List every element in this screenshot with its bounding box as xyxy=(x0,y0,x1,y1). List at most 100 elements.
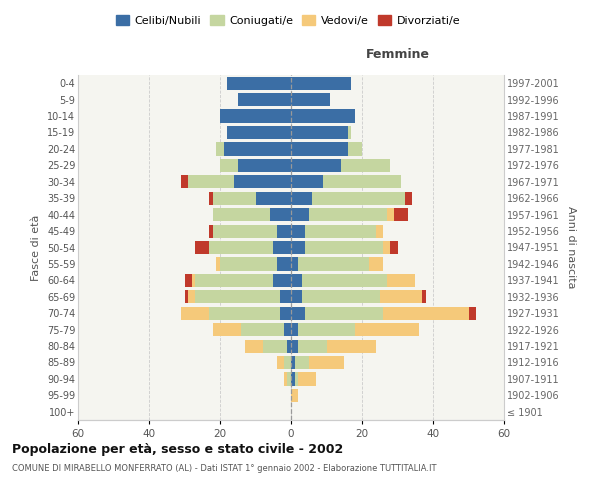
Bar xyxy=(241,323,284,336)
Bar xyxy=(387,208,394,221)
Bar xyxy=(380,290,422,304)
Bar xyxy=(195,290,280,304)
Bar xyxy=(291,208,309,221)
Bar xyxy=(291,192,313,205)
Bar xyxy=(291,290,302,304)
Bar xyxy=(313,192,404,205)
Bar xyxy=(277,258,291,270)
Bar xyxy=(391,241,398,254)
Bar xyxy=(348,142,362,156)
Bar xyxy=(295,356,309,369)
Y-axis label: Fasce di età: Fasce di età xyxy=(31,214,41,280)
Bar xyxy=(284,323,291,336)
Text: COMUNE DI MIRABELLO MONFERRATO (AL) - Dati ISTAT 1° gennaio 2002 - Elaborazione : COMUNE DI MIRABELLO MONFERRATO (AL) - Da… xyxy=(12,464,437,473)
Bar xyxy=(376,224,383,237)
Bar xyxy=(185,274,191,287)
Bar xyxy=(209,192,213,205)
Bar xyxy=(227,126,291,139)
Text: Popolazione per età, sesso e stato civile - 2002: Popolazione per età, sesso e stato civil… xyxy=(12,442,343,456)
Bar xyxy=(291,142,348,156)
Bar xyxy=(270,208,291,221)
Bar xyxy=(181,175,188,188)
Bar xyxy=(227,76,291,90)
Bar xyxy=(298,258,369,270)
Bar xyxy=(309,208,387,221)
Bar xyxy=(188,290,195,304)
Bar xyxy=(238,93,291,106)
Bar xyxy=(291,306,305,320)
Bar xyxy=(298,372,316,386)
Bar xyxy=(291,224,305,237)
Bar xyxy=(309,356,344,369)
Bar xyxy=(383,306,469,320)
Text: Femmine: Femmine xyxy=(365,48,430,61)
Bar xyxy=(394,208,408,221)
Bar xyxy=(305,306,383,320)
Bar xyxy=(383,241,391,254)
Bar xyxy=(277,356,284,369)
Bar xyxy=(284,372,287,386)
Bar xyxy=(287,372,291,386)
Bar xyxy=(287,340,291,352)
Y-axis label: Anni di nascita: Anni di nascita xyxy=(566,206,577,288)
Bar xyxy=(220,159,238,172)
Bar xyxy=(284,356,291,369)
Bar xyxy=(217,258,220,270)
Bar xyxy=(291,340,298,352)
Bar xyxy=(387,274,415,287)
Bar xyxy=(323,175,401,188)
Bar xyxy=(355,323,419,336)
Bar xyxy=(305,224,376,237)
Bar xyxy=(213,208,270,221)
Bar xyxy=(280,290,291,304)
Bar xyxy=(422,290,426,304)
Bar xyxy=(234,175,291,188)
Bar xyxy=(256,192,291,205)
Bar xyxy=(185,290,188,304)
Bar xyxy=(326,340,376,352)
Bar xyxy=(295,372,298,386)
Bar xyxy=(291,126,348,139)
Bar xyxy=(273,241,291,254)
Bar xyxy=(277,224,291,237)
Bar xyxy=(404,192,412,205)
Bar xyxy=(291,110,355,122)
Bar xyxy=(291,274,302,287)
Bar xyxy=(305,241,383,254)
Bar xyxy=(291,323,298,336)
Bar xyxy=(280,306,291,320)
Bar xyxy=(348,126,352,139)
Bar xyxy=(298,340,326,352)
Bar xyxy=(302,290,380,304)
Bar xyxy=(209,241,273,254)
Bar xyxy=(238,159,291,172)
Bar xyxy=(302,274,387,287)
Bar xyxy=(195,274,273,287)
Bar xyxy=(291,175,323,188)
Bar xyxy=(291,93,330,106)
Bar xyxy=(181,306,209,320)
Bar xyxy=(291,159,341,172)
Bar xyxy=(273,274,291,287)
Bar xyxy=(191,274,195,287)
Bar xyxy=(213,323,241,336)
Bar xyxy=(224,142,291,156)
Bar xyxy=(291,372,295,386)
Bar xyxy=(217,142,224,156)
Bar xyxy=(213,192,256,205)
Bar xyxy=(245,340,263,352)
Bar xyxy=(291,356,295,369)
Bar xyxy=(469,306,476,320)
Bar xyxy=(263,340,287,352)
Bar xyxy=(291,389,298,402)
Bar xyxy=(298,323,355,336)
Bar xyxy=(209,224,213,237)
Bar xyxy=(195,241,209,254)
Bar xyxy=(369,258,383,270)
Bar xyxy=(291,241,305,254)
Bar xyxy=(220,110,291,122)
Bar xyxy=(220,258,277,270)
Bar xyxy=(291,76,352,90)
Bar xyxy=(291,258,298,270)
Legend: Celibi/Nubili, Coniugati/e, Vedovi/e, Divorziati/e: Celibi/Nubili, Coniugati/e, Vedovi/e, Di… xyxy=(112,10,464,30)
